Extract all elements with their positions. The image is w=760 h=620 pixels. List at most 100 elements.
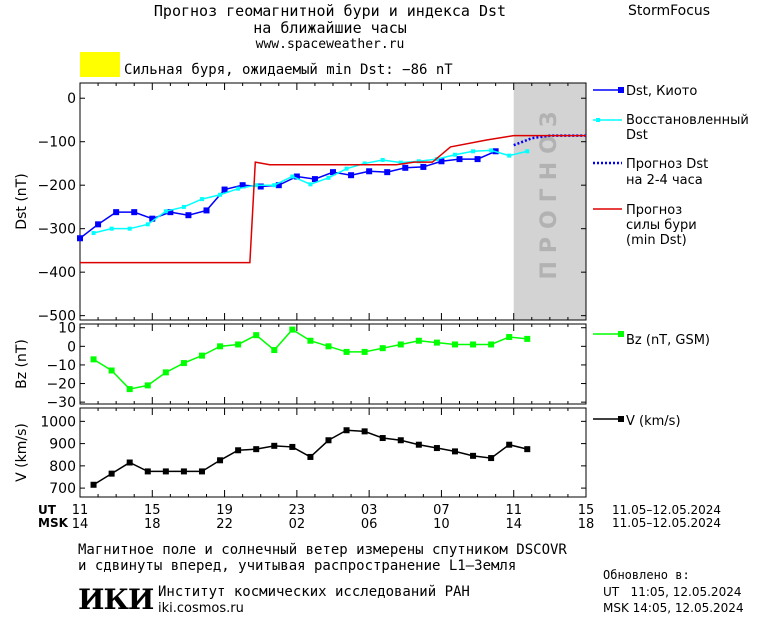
x-tick-label-msk: 14: [505, 517, 522, 532]
y-tick-label: 0: [67, 339, 76, 355]
y-tick-label: 0: [67, 91, 76, 107]
data-point: [470, 341, 477, 348]
x-axis-ut-label: UT: [38, 503, 56, 517]
data-point: [180, 360, 187, 367]
data-point: [289, 326, 296, 333]
data-point: [108, 367, 115, 374]
data-point: [144, 468, 151, 475]
website-link[interactable]: www.spaceweather.ru: [255, 37, 405, 52]
x-tick-label-msk: 22: [216, 517, 233, 532]
data-point: [488, 455, 495, 462]
forecast-band: [513, 83, 586, 320]
x-tick-label-msk: 14: [72, 517, 89, 532]
y-tick-label: −100: [38, 135, 76, 151]
data-point: [470, 452, 477, 459]
data-point: [113, 209, 120, 216]
legend-storm-forecast: Прогноз: [626, 203, 682, 218]
bz-panel: 10 0 −10 −20 −30 Bz (nT): [14, 321, 587, 411]
data-point: [361, 348, 368, 355]
legend-marker: [618, 331, 624, 337]
data-point: [451, 341, 458, 348]
data-point: [271, 442, 278, 449]
data-point: [525, 149, 530, 154]
y-tick-label: −300: [38, 222, 76, 238]
data-point: [348, 172, 355, 179]
y-tick-label: −10: [46, 358, 76, 374]
data-point: [199, 197, 204, 202]
data-point: [91, 231, 96, 236]
data-point: [325, 437, 332, 444]
storm-level-badge: [80, 52, 120, 77]
data-point: [366, 168, 373, 175]
data-point: [344, 166, 349, 171]
y-tick-label: −500: [38, 309, 76, 325]
data-point: [416, 159, 421, 164]
data-point: [290, 174, 295, 179]
data-point: [126, 386, 133, 393]
data-point: [162, 369, 169, 376]
data-point: [488, 341, 495, 348]
data-point: [257, 183, 264, 190]
legend-forecast-dst: Прогноз Dst: [626, 157, 708, 172]
data-point: [180, 468, 187, 475]
y-tick-label: 800: [49, 459, 76, 475]
data-point: [330, 169, 336, 176]
data-point: [308, 182, 313, 187]
v-panel: 1000 900 800 700 V (km/s): [14, 407, 587, 498]
data-point: [126, 459, 133, 466]
data-point: [236, 186, 241, 191]
legend-storm-forecast: силы бури: [626, 218, 697, 233]
y-axis-title: V (km/s): [14, 423, 30, 482]
data-point: [254, 183, 259, 188]
x-tick-label-msk: 06: [361, 517, 378, 532]
data-point: [415, 441, 422, 448]
data-point: [397, 341, 404, 348]
data-point: [507, 153, 512, 158]
data-point: [361, 428, 368, 435]
data-point: [149, 215, 156, 222]
data-point: [185, 212, 192, 219]
data-point: [452, 152, 457, 157]
data-point: [218, 192, 223, 197]
data-point: [343, 348, 350, 355]
data-point: [343, 427, 350, 434]
x-tick-label-ut: 15: [578, 503, 595, 518]
data-point: [506, 334, 513, 341]
data-point: [181, 204, 186, 209]
data-point: [217, 457, 224, 464]
data-point: [235, 447, 242, 454]
brand-name: StormFocus: [628, 3, 711, 19]
x-tick-label-msk: 18: [578, 517, 595, 532]
legend-storm-forecast: (min Dst): [626, 233, 687, 248]
data-point: [384, 169, 391, 176]
legend-bz: Bz (nT, GSM): [626, 333, 710, 348]
footer-note-line1: Магнитное поле и солнечный ветер измерен…: [78, 542, 567, 558]
x-tick-label-ut: 07: [433, 503, 450, 518]
forecast-band-label: ПРОГНОЗ: [537, 103, 562, 279]
y-tick-label: 1000: [40, 414, 76, 430]
data-point: [271, 347, 278, 354]
y-tick-label: 900: [49, 437, 76, 453]
data-point: [398, 160, 403, 165]
x-tick-label-ut: 11: [72, 503, 89, 518]
y-tick-label: 700: [49, 481, 76, 497]
data-point: [253, 446, 260, 453]
series-line: [79, 150, 496, 239]
updated-ut: UT 11:05, 12.05.2024: [603, 585, 742, 599]
date-range-msk: 11.05–12.05.2024: [612, 516, 722, 530]
data-point: [433, 445, 440, 452]
y-tick-label: −20: [46, 377, 76, 393]
data-point: [433, 339, 440, 346]
data-point: [325, 343, 332, 350]
y-axis-title: Bz (nT): [14, 339, 30, 389]
x-tick-label-msk: 10: [433, 517, 450, 532]
data-point: [379, 345, 386, 352]
data-point: [307, 337, 314, 344]
series-line: [93, 149, 528, 234]
x-tick-label-msk: 02: [289, 517, 306, 532]
dst-panel: ПРОГНОЗ 0 −100 −200 −300 −400 −500 Dst (nT): [14, 82, 587, 325]
x-axis-msk-label: MSK: [38, 516, 68, 530]
institute-site-link[interactable]: iki.cosmos.ru: [158, 601, 244, 616]
data-point: [275, 182, 282, 189]
legend-marker: [618, 416, 624, 422]
